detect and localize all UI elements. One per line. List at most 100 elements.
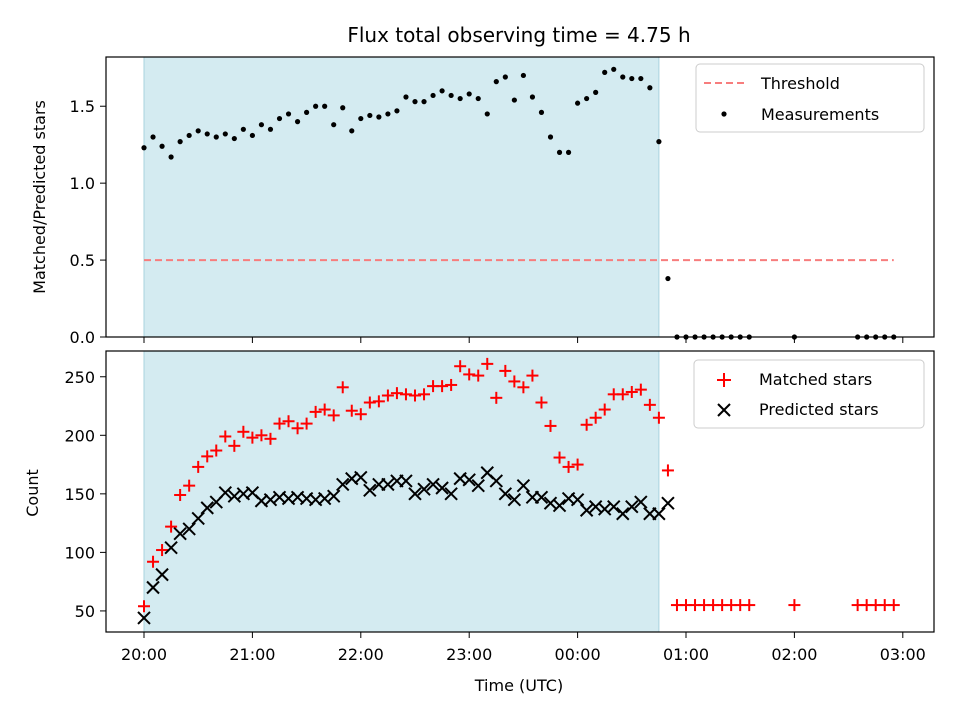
measurement-point (168, 154, 174, 160)
predicted-star-point (399, 474, 413, 488)
measurement-point (602, 69, 608, 75)
measurement-point (412, 99, 418, 105)
top-y-axis-label: Matched/Predicted stars (30, 100, 49, 294)
predicted-star-point (200, 501, 214, 515)
measurement-point (340, 105, 346, 111)
measurement-point (394, 108, 400, 114)
predicted-star-point (381, 477, 395, 492)
matched-star-point (156, 544, 169, 557)
predicted-star-point (579, 503, 594, 517)
measurement-point (249, 132, 255, 139)
matched-star-point (147, 555, 160, 568)
measurement-point (611, 66, 617, 72)
predicted-star-point (408, 487, 422, 501)
measurement-point (439, 88, 445, 94)
matched-star-point (463, 368, 476, 381)
matched-star-point (246, 431, 259, 444)
matched-star-point (499, 364, 512, 377)
bottom-y-tick-label: 250 (64, 368, 95, 387)
matched-star-point (409, 389, 421, 402)
predicted-star-point (435, 481, 449, 495)
legend-measurements-label: Measurements (761, 105, 879, 124)
predicted-star-point (191, 511, 205, 526)
measurement-point (322, 103, 328, 109)
measurement-point (575, 100, 581, 106)
measurement-point (538, 109, 545, 115)
matched-star-point (598, 403, 611, 416)
bottom-legend-box (693, 359, 925, 429)
predicted-star-point (634, 495, 648, 509)
bottom-plot-frame (105, 350, 935, 633)
measurement-point (367, 112, 373, 119)
matched-star-point (165, 520, 178, 533)
predicted-star-point (164, 540, 178, 555)
measurement-point (159, 143, 165, 149)
measurement-point (511, 97, 517, 103)
predicted-star-point (607, 500, 621, 514)
top-y-ticks: 0.0 0.5 1.0 1.5 (70, 97, 106, 347)
measurement-point (285, 111, 292, 117)
matched-star-point (481, 357, 494, 370)
matched-star-point (553, 451, 566, 464)
measurement-point (258, 122, 265, 128)
x-tick-label: 02:00 (771, 645, 817, 664)
measurement-point (331, 122, 337, 128)
matched-star-point (381, 389, 394, 402)
predicted-star-point (155, 567, 169, 582)
measurement-point (177, 139, 183, 145)
measurement-point (403, 94, 409, 100)
matched-star-point (354, 408, 367, 421)
x-tick-label: 20:00 (121, 645, 167, 664)
measurement-point (493, 79, 499, 85)
measurement-point (565, 149, 572, 155)
matched-star-point (436, 380, 449, 393)
top-y-tick-label: 1.0 (70, 174, 95, 193)
measurement-point (520, 72, 527, 79)
bottom-panel: 50 100 150 200 250 20:00 21:00 22:00 23:00 00:00… (23, 350, 935, 695)
count-points (137, 357, 900, 625)
predicted-star-point (625, 500, 639, 514)
predicted-star-point (354, 470, 368, 485)
matched-star-point (526, 369, 539, 382)
matched-star-point (291, 422, 304, 435)
matched-star-point (237, 425, 250, 438)
predicted-star-point (471, 478, 485, 493)
top-y-tick-label: 1.5 (70, 97, 95, 116)
measurement-point (385, 111, 391, 117)
measurement-point (448, 92, 454, 99)
matched-star-point (562, 460, 575, 473)
matched-star-point (652, 411, 665, 424)
measurement-point (629, 75, 635, 82)
predicted-star-point (661, 496, 675, 510)
measurement-point (240, 126, 246, 132)
matched-star-point (309, 405, 322, 418)
measurement-point (584, 95, 590, 102)
top-x-ticks (143, 337, 904, 343)
matched-star-point (472, 369, 485, 382)
legend-predicted-label: Predicted stars (759, 400, 879, 419)
measurement-point (304, 109, 310, 115)
measurement-point (529, 94, 536, 100)
predicted-star-point (146, 580, 160, 595)
matched-star-point (318, 403, 331, 416)
measurement-point (231, 135, 237, 142)
predicted-star-point (552, 498, 567, 513)
bottom-x-ticks: 20:00 21:00 22:00 23:00 00:00 01:00 02:00 03:00 (121, 632, 926, 664)
predicted-star-point (182, 522, 196, 536)
measurement-point (665, 275, 671, 282)
measurement-point (222, 131, 228, 137)
measurement-point (276, 115, 283, 122)
matched-star-point (544, 419, 557, 432)
bottom-y-axis-label: Count (23, 469, 42, 517)
matched-star-point (345, 404, 358, 417)
matched-star-point (174, 489, 187, 502)
matched-star-point (517, 381, 530, 394)
matched-star-point (743, 599, 756, 612)
measurement-point (475, 95, 481, 102)
matched-star-point (183, 479, 196, 492)
measurement-point (195, 128, 201, 134)
bottom-y-tick-label: 100 (64, 543, 95, 562)
matched-star-point (887, 599, 900, 612)
matched-star-point (255, 429, 268, 442)
